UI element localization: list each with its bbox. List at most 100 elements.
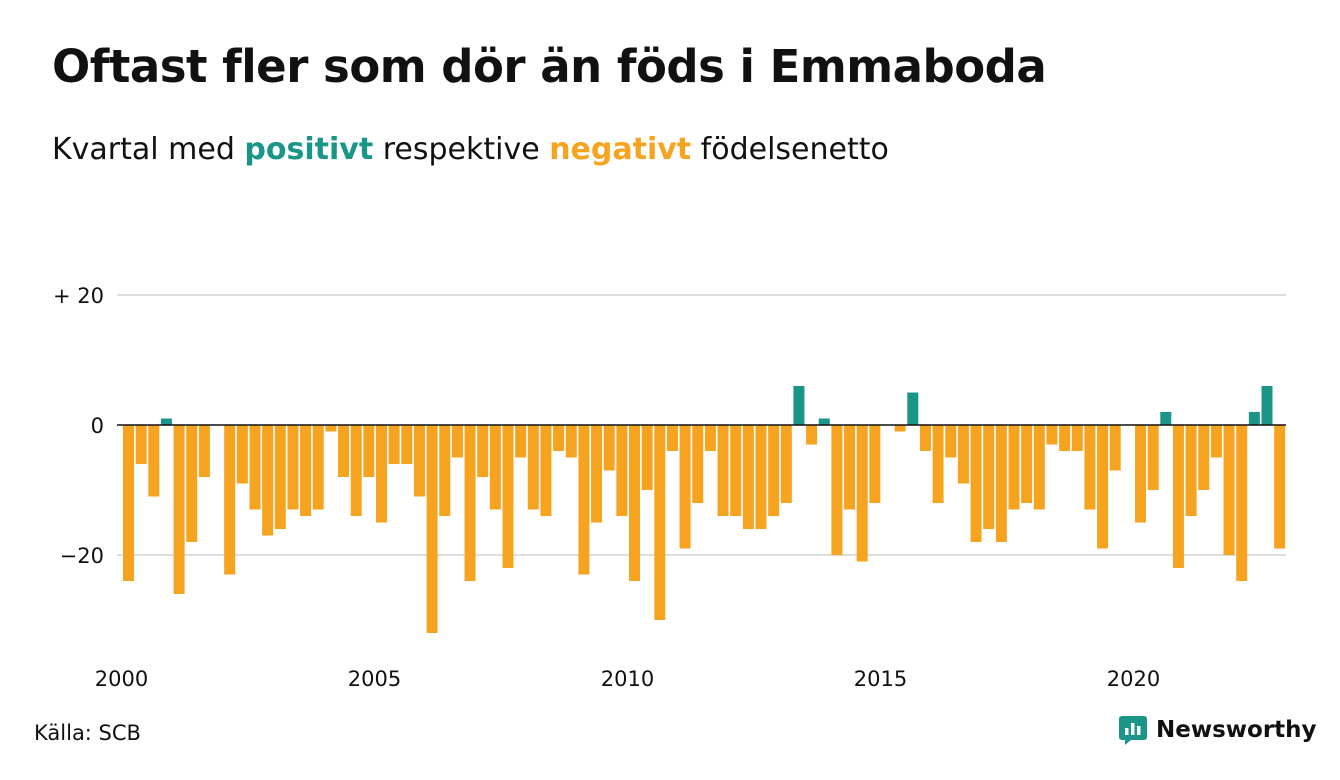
- bar-negative: [869, 425, 881, 503]
- bar-negative: [236, 425, 248, 484]
- bar-negative: [679, 425, 691, 549]
- bar-negative: [932, 425, 944, 503]
- bar-negative: [919, 425, 931, 451]
- bar-negative: [515, 425, 527, 458]
- bar-negative: [995, 425, 1007, 542]
- x-tick-label: 2010: [601, 667, 654, 691]
- newsworthy-logo-icon: [1119, 716, 1147, 745]
- bar-negative: [1046, 425, 1058, 445]
- x-tick-label: 2015: [854, 667, 907, 691]
- bar-negative: [502, 425, 514, 568]
- bar-negative: [198, 425, 210, 477]
- bar-negative: [312, 425, 324, 510]
- bar-negative: [629, 425, 640, 581]
- bar-negative: [287, 425, 299, 510]
- bars: [123, 386, 1286, 633]
- bar-negative: [1147, 425, 1159, 490]
- bar-negative: [565, 425, 577, 458]
- bar-negative: [730, 425, 742, 516]
- y-tick-label: + 20: [53, 284, 104, 308]
- bar-negative: [1185, 425, 1197, 516]
- bar-negative: [970, 425, 982, 542]
- bar-negative: [780, 425, 792, 503]
- bar-negative: [262, 425, 274, 536]
- bar-negative: [945, 425, 957, 458]
- bar-negative: [224, 425, 236, 575]
- bar-negative: [413, 425, 425, 497]
- bar-negative: [1172, 425, 1184, 568]
- bar-negative: [578, 425, 590, 575]
- bar-negative: [338, 425, 350, 477]
- bar-negative: [1021, 425, 1033, 503]
- bar-negative: [742, 425, 754, 529]
- x-tick-label: 2020: [1107, 667, 1160, 691]
- bar-negative: [439, 425, 451, 516]
- bar-negative: [1084, 425, 1096, 510]
- bar-negative: [1059, 425, 1071, 451]
- bar-positive: [1261, 386, 1273, 425]
- bar-negative: [249, 425, 261, 510]
- bar-negative: [704, 425, 716, 451]
- bar-negative: [1135, 425, 1146, 523]
- bar-negative: [755, 425, 767, 529]
- bar-negative: [641, 425, 653, 490]
- bar-negative: [768, 425, 780, 516]
- bar-negative: [274, 425, 286, 529]
- bar-negative: [527, 425, 539, 510]
- bar-negative: [957, 425, 969, 484]
- bar-negative: [894, 425, 906, 432]
- bar-negative: [135, 425, 147, 464]
- bar-negative: [1097, 425, 1109, 549]
- subtitle-text-middle: respektive: [373, 132, 550, 167]
- bar-negative: [388, 425, 400, 464]
- bar-positive: [1248, 412, 1260, 425]
- bar-positive: [793, 386, 805, 425]
- bar-positive: [907, 392, 919, 425]
- bar-negative: [1236, 425, 1248, 581]
- bar-negative: [806, 425, 818, 445]
- brand-logo: Newsworthy: [1118, 714, 1317, 746]
- subtitle-text-end: födelsenetto: [691, 132, 889, 167]
- bar-negative: [363, 425, 375, 477]
- bar-negative: [983, 425, 995, 529]
- subtitle-negative-word: negativt: [549, 132, 692, 167]
- bar-negative: [1033, 425, 1045, 510]
- bar-negative: [1274, 425, 1286, 549]
- bar-positive: [1160, 412, 1172, 425]
- bar-negative: [654, 425, 666, 620]
- bar-negative: [489, 425, 501, 510]
- bar-negative: [186, 425, 198, 542]
- bar-negative: [451, 425, 463, 458]
- bar-negative: [616, 425, 628, 516]
- y-tick-label: −20: [60, 544, 104, 568]
- brand-name: Newsworthy: [1156, 717, 1317, 743]
- bar-positive: [818, 418, 830, 425]
- bar-negative: [692, 425, 704, 503]
- bar-negative: [666, 425, 678, 451]
- bar-negative: [464, 425, 476, 581]
- bar-negative: [1223, 425, 1235, 555]
- bar-negative: [477, 425, 489, 477]
- bar-negative: [844, 425, 856, 510]
- bar-negative: [856, 425, 868, 562]
- bar-positive: [160, 418, 172, 425]
- bar-negative: [300, 425, 312, 516]
- bar-negative: [123, 425, 134, 581]
- chart-subtitle: Kvartal med positivt respektive negativt…: [52, 132, 889, 167]
- bar-negative: [717, 425, 729, 516]
- subtitle-text-start: Kvartal med: [52, 132, 245, 167]
- bar-negative: [603, 425, 615, 471]
- y-tick-label: 0: [91, 414, 104, 438]
- bar-negative: [426, 425, 438, 633]
- bar-negative: [1198, 425, 1210, 490]
- bar-negative: [401, 425, 413, 464]
- bar-negative: [173, 425, 185, 594]
- bar-negative: [553, 425, 565, 451]
- bar-chart: + 20 0 −20 2000 2005 2010 2015 2020: [53, 284, 1286, 691]
- bar-negative: [350, 425, 362, 516]
- bar-negative: [1071, 425, 1083, 451]
- x-tick-label: 2000: [95, 667, 148, 691]
- bar-negative: [591, 425, 603, 523]
- bar-negative: [1210, 425, 1222, 458]
- chart-title: Oftast fler som dör än föds i Emmaboda: [52, 40, 1047, 93]
